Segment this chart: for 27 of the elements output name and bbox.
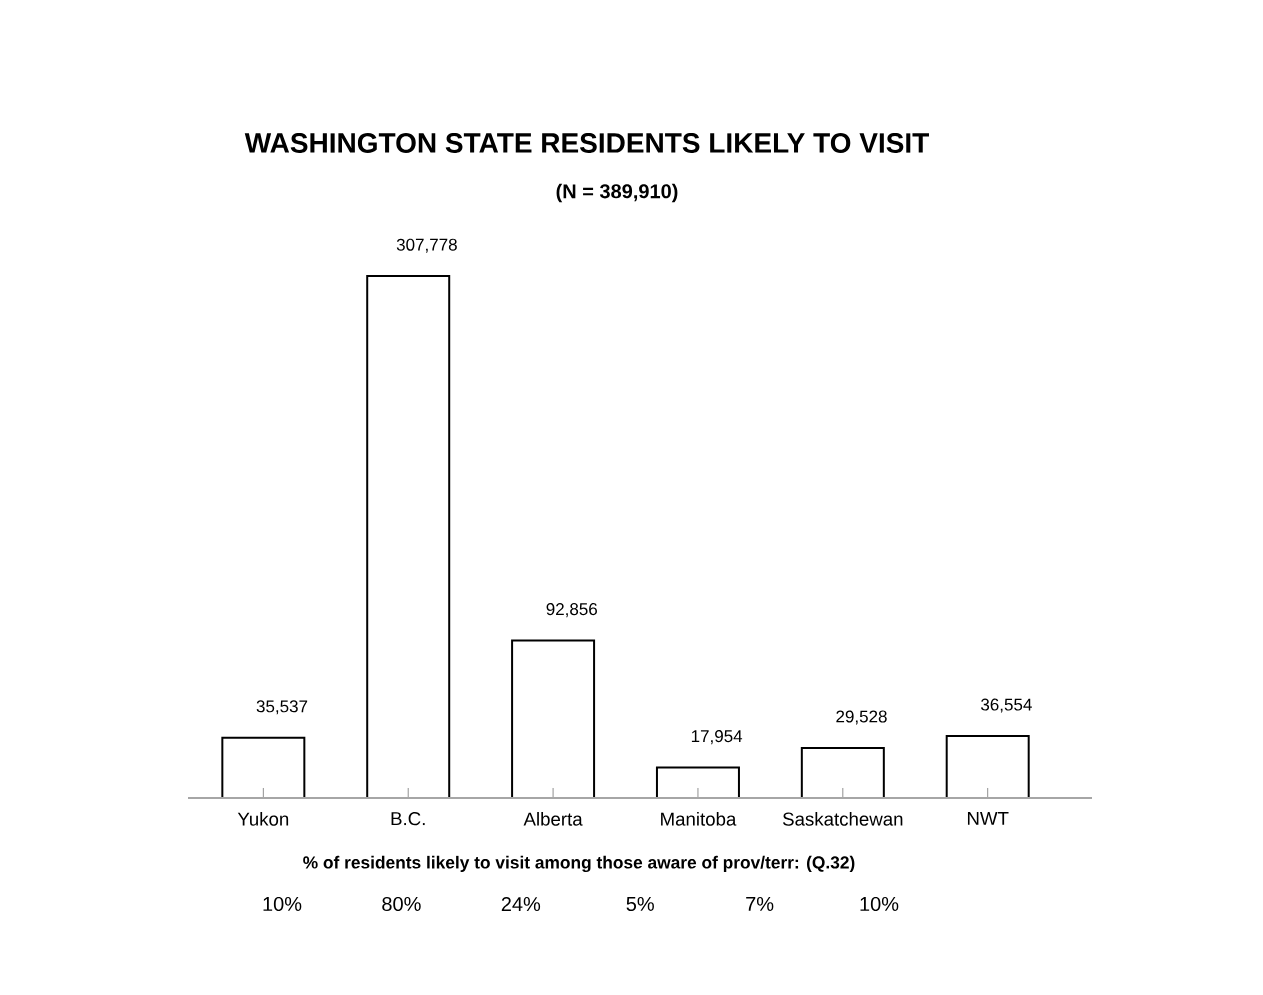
bar: [800, 746, 885, 799]
data-label: 29,528: [836, 710, 887, 725]
data-label: 92,856: [546, 603, 597, 618]
x-tick-label: Saskatchewan: [782, 812, 903, 826]
bar: [366, 275, 451, 799]
text: 80%: [382, 896, 421, 912]
bar: [511, 639, 596, 799]
chart-subtitle: (N = 389,910): [556, 183, 678, 203]
x-tick-label: B.C.: [391, 812, 425, 826]
x-tick-label: Manitoba: [661, 812, 737, 826]
text: 10%: [263, 896, 302, 912]
x-axis-title: % of residents likely to visit among those aware of prov/terr: (Q.32): [303, 855, 855, 873]
data-label: 35,537: [256, 700, 308, 715]
chart-title: WASHINGTON STATE RESIDENTS LIKELY TO VISIT: [244, 133, 929, 153]
text: 24%: [501, 896, 541, 912]
data-label: 36,554: [981, 698, 1032, 713]
text: 7%: [746, 897, 774, 911]
data-label: 17,954: [691, 730, 743, 745]
x-tick-label: NWT: [967, 812, 1009, 825]
x-tick-label: Alberta: [523, 812, 583, 826]
data-label: 307,778: [396, 238, 457, 253]
bar: [655, 766, 740, 799]
text: 5%: [626, 896, 654, 912]
x-tick-label: Yukon: [237, 812, 289, 826]
text: 10%: [860, 896, 899, 912]
bar: [221, 736, 306, 799]
bar: [945, 735, 1030, 799]
